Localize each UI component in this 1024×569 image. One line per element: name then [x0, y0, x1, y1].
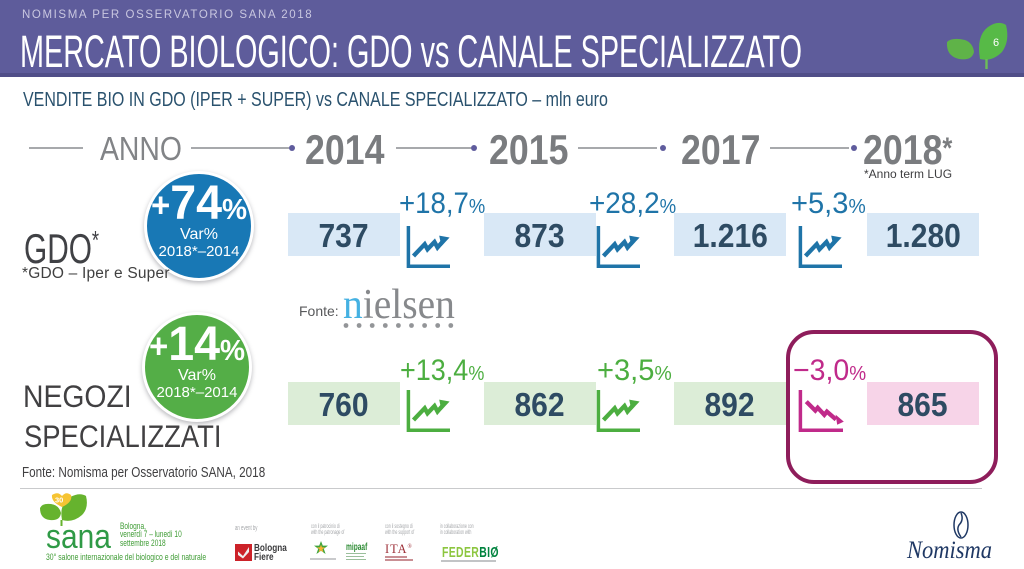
svg-text:6: 6 — [993, 37, 999, 49]
svg-text:30: 30 — [55, 496, 63, 505]
